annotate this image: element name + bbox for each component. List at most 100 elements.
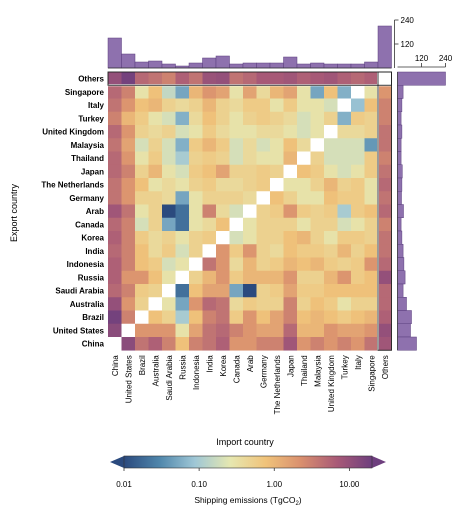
heatmap-cell <box>229 310 244 325</box>
export-label-japan: Japan <box>81 167 104 176</box>
export-total-bar-singapore <box>397 85 404 99</box>
heatmap-cell <box>337 337 352 351</box>
heatmap-cells <box>108 72 392 351</box>
heatmap-cell <box>202 178 217 192</box>
heatmap-cell <box>108 191 122 205</box>
heatmap-cell <box>256 323 271 338</box>
heatmap-cell <box>202 270 217 285</box>
heatmap-cell <box>243 164 257 179</box>
import-label-germany: Germany <box>259 355 268 388</box>
heatmap-cell <box>175 257 190 272</box>
heatmap-cell <box>351 257 365 272</box>
heatmap-cell <box>162 98 176 113</box>
heatmap-cell <box>297 257 311 272</box>
heatmap-cell <box>297 217 311 232</box>
heatmap-cell <box>256 191 271 205</box>
import-total-bar-germany <box>256 62 271 69</box>
heatmap-cell <box>337 125 352 139</box>
heatmap-cell <box>148 191 163 205</box>
heatmap-cell <box>216 323 230 338</box>
heatmap-cell <box>202 111 217 126</box>
heatmap-cell <box>364 85 379 99</box>
heatmap-cell <box>351 323 365 338</box>
export-label-indonesia: Indonesia <box>67 260 105 269</box>
heatmap-cell <box>189 111 203 126</box>
heatmap-cell <box>243 191 257 205</box>
heatmap-cell <box>135 257 149 272</box>
heatmap-cell <box>270 111 284 126</box>
import-total-bar-turkey <box>337 63 352 69</box>
heatmap-cell <box>229 98 244 113</box>
heatmap-cell <box>364 178 379 192</box>
heatmap-cell <box>297 191 311 205</box>
heatmap-cell <box>310 98 325 113</box>
colorbar-label-main: Shipping emissions (TgCO <box>194 495 295 505</box>
heatmap-cell <box>378 217 392 232</box>
heatmap-cell <box>270 98 284 113</box>
heatmap-cell <box>162 310 176 325</box>
heatmap-cell <box>297 297 311 311</box>
heatmap-cell <box>243 138 257 152</box>
heatmap-cell <box>283 125 298 139</box>
colorbar-label-end: ) <box>299 495 302 505</box>
heatmap-cell <box>256 98 271 113</box>
heatmap-cell <box>216 310 230 325</box>
heatmap-cell <box>189 72 203 86</box>
heatmap-cell <box>135 178 149 192</box>
heatmap-cell <box>216 98 230 113</box>
heatmap-cell <box>364 231 379 245</box>
heatmap-cell <box>256 111 271 126</box>
heatmap-cell <box>175 297 190 311</box>
heatmap-cell <box>378 297 392 311</box>
import-label-indonesia: Indonesia <box>192 355 201 390</box>
heatmap-cell <box>378 72 392 86</box>
heatmap-cell <box>351 297 365 311</box>
heatmap-cell <box>216 204 230 219</box>
heatmap-cell <box>162 231 176 245</box>
heatmap-cell <box>121 111 136 126</box>
heatmap-cell <box>135 217 149 232</box>
heatmap-cell <box>121 217 136 232</box>
heatmap-cell <box>364 270 379 285</box>
heatmap-cell <box>202 323 217 338</box>
heatmap-cell <box>108 178 122 192</box>
heatmap-cell <box>297 138 311 152</box>
heatmap-cell <box>162 85 176 99</box>
heatmap-cell <box>364 125 379 139</box>
heatmap-cell <box>175 284 190 298</box>
export-total-bar-united-kingdom <box>397 124 403 139</box>
heatmap-cell <box>243 125 257 139</box>
heatmap-cell <box>364 244 379 258</box>
heatmap-cell <box>108 85 122 99</box>
heatmap-cell <box>229 72 244 86</box>
export-total-bar-arab <box>397 204 404 218</box>
heatmap-cell <box>216 138 230 152</box>
heatmap-cell <box>351 111 365 126</box>
heatmap-cell <box>283 284 298 298</box>
heatmap-cell <box>216 72 230 86</box>
heatmap-cell <box>202 310 217 325</box>
heatmap-cell <box>148 85 163 99</box>
import-label-the-netherlands: The Netherlands <box>273 355 282 414</box>
import-label-thailand: Thailand <box>300 355 309 386</box>
heatmap-cell <box>324 125 338 139</box>
heatmap-cell <box>351 244 365 258</box>
heatmap-cell <box>243 72 257 86</box>
heatmap-cell <box>324 231 338 245</box>
heatmap-cell <box>202 217 217 232</box>
heatmap-cell <box>310 217 325 232</box>
import-label-india: India <box>205 355 214 373</box>
heatmap-cell <box>270 217 284 232</box>
heatmap-cell <box>148 138 163 152</box>
export-label-india: India <box>85 247 104 256</box>
heatmap-cell <box>310 138 325 152</box>
export-label-arab: Arab <box>86 207 104 216</box>
heatmap-cell <box>351 138 365 152</box>
colorbar-high-arrow <box>372 456 386 468</box>
colorbar-outline <box>123 455 373 469</box>
heatmap-cell <box>108 217 122 232</box>
heatmap-cell <box>378 231 392 245</box>
heatmap-cell <box>337 98 352 113</box>
heatmap-cell <box>148 72 163 86</box>
heatmap-cell <box>121 270 136 285</box>
